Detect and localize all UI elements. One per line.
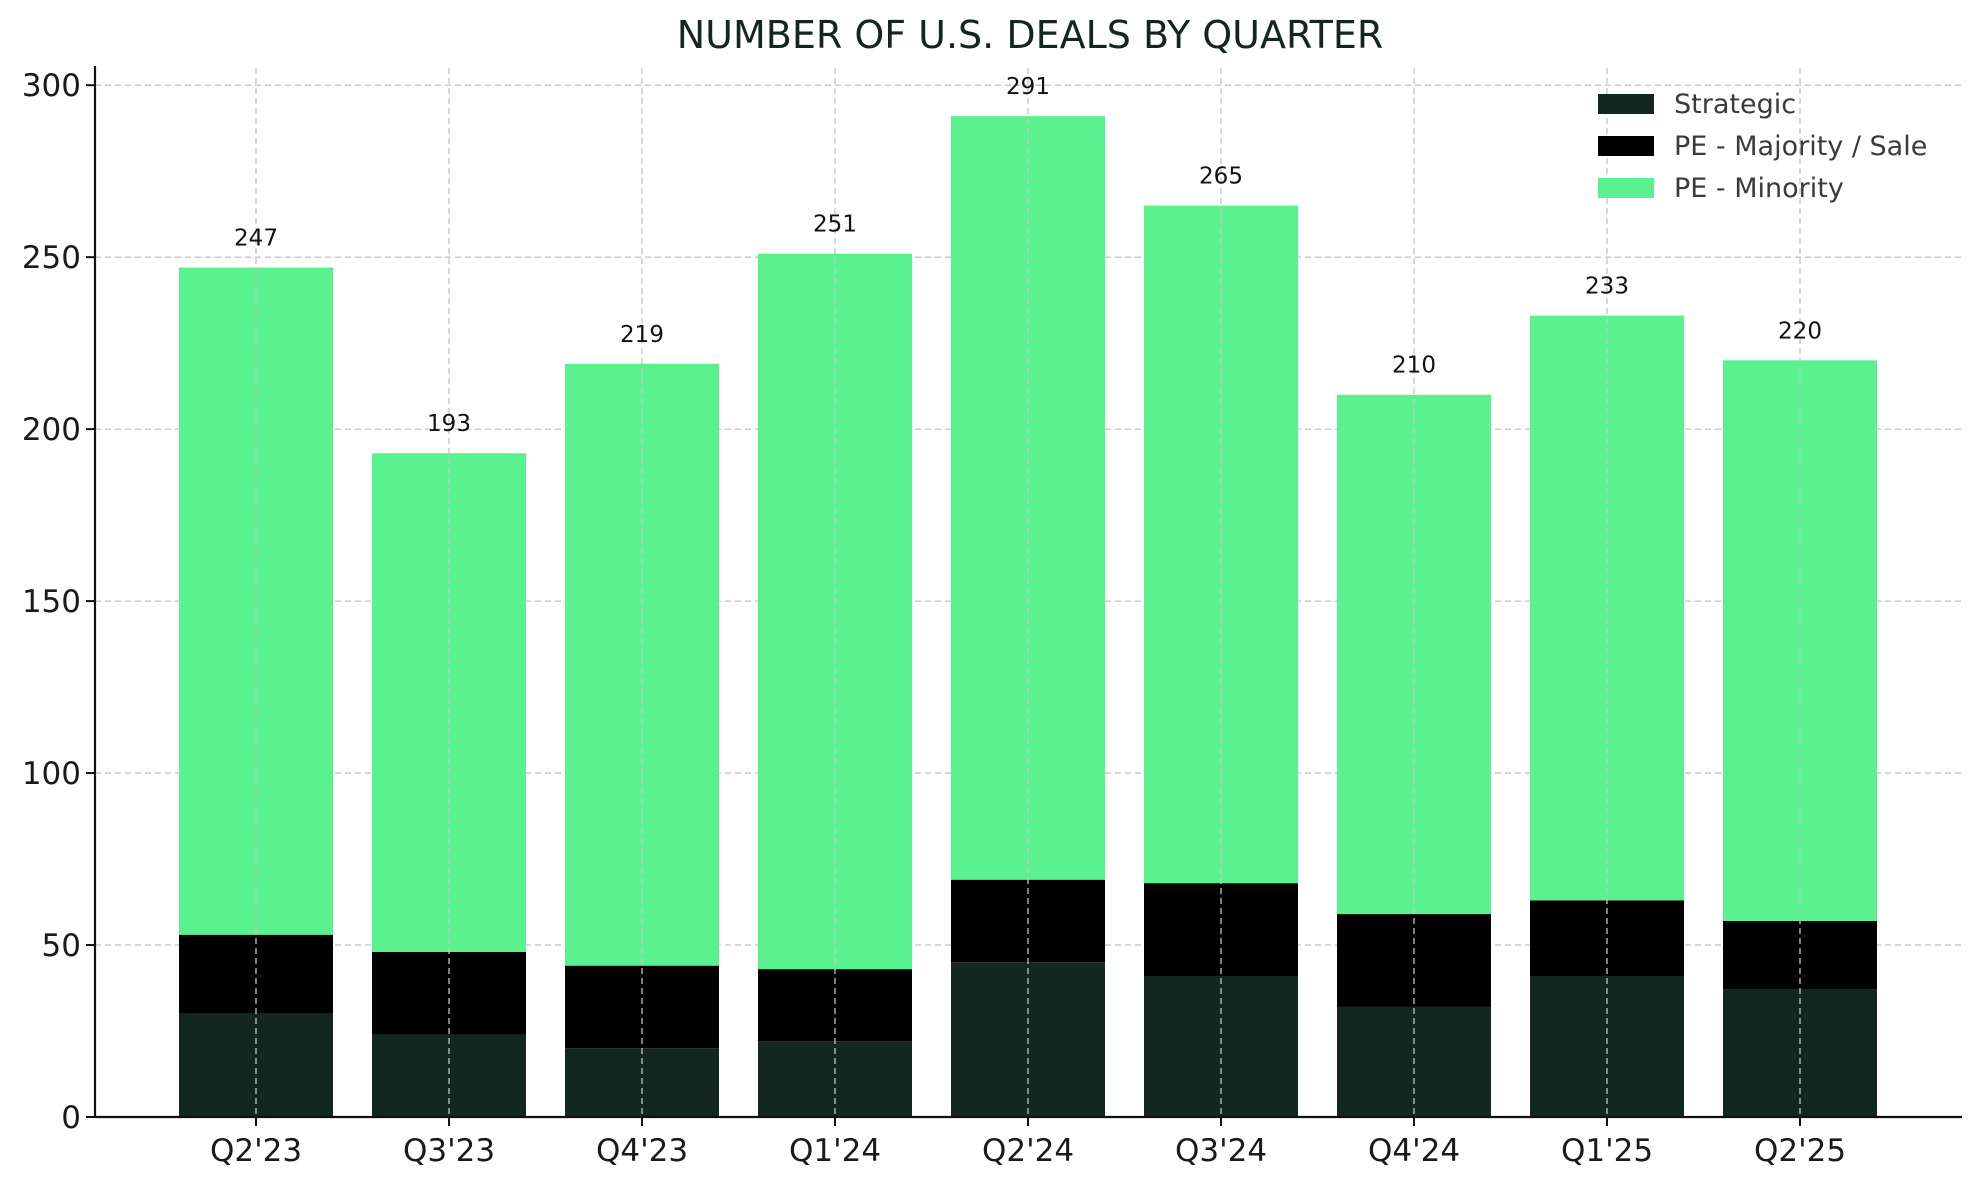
x-tick-label: Q1'24 (789, 1133, 881, 1169)
bar-total-label: 251 (813, 212, 857, 238)
bar-total-label: 233 (1585, 274, 1629, 300)
bar-segment-strategic (372, 1034, 526, 1117)
bar-total-label: 247 (234, 225, 278, 251)
legend-label: PE - Majority / Sale (1674, 131, 1927, 162)
x-tick-label: Q2'24 (982, 1133, 1074, 1169)
total-labels: 247 193 219 251 291 265 210 233 220 (234, 74, 1822, 437)
y-tick-label: 300 (22, 68, 81, 104)
x-tick-label: Q4'23 (596, 1133, 688, 1169)
legend-swatch (1598, 94, 1654, 114)
bar-segment-pe-minority (565, 363, 719, 966)
bar-segment-strategic (1530, 975, 1684, 1117)
bar-total-label: 210 (1392, 353, 1436, 379)
bar-total-label: 219 (620, 322, 664, 348)
y-tick-label: 0 (61, 1100, 81, 1136)
x-tick-label: Q4'24 (1368, 1133, 1460, 1169)
legend-swatch (1598, 178, 1654, 198)
y-tick-label: 50 (42, 928, 81, 964)
bar-total-label: 193 (427, 411, 471, 437)
legend-swatch (1598, 136, 1654, 156)
bar-total-label: 265 (1199, 164, 1243, 190)
bars (179, 116, 1877, 1117)
x-tick-label: Q1'25 (1561, 1133, 1653, 1169)
axes: 0 50 100 150 200 250 300 Q2'23 Q3'23 Q4'23 Q1'24 Q2… (22, 66, 1962, 1169)
legend-label: Strategic (1674, 89, 1796, 120)
legend-label: PE - Minority (1674, 173, 1844, 204)
x-tick-label: Q3'23 (403, 1133, 495, 1169)
bar-segment-strategic (1144, 975, 1298, 1117)
x-tick-label: Q3'24 (1175, 1133, 1267, 1169)
gridlines-front (255, 68, 1801, 1117)
chart-title: NUMBER OF U.S. DEALS BY QUARTER (677, 13, 1384, 57)
x-tick-label: Q2'23 (210, 1133, 302, 1169)
y-tick-label: 200 (22, 412, 81, 448)
y-tick-label: 150 (22, 584, 81, 620)
y-tick-label: 250 (22, 240, 81, 276)
y-tick-label: 100 (22, 756, 81, 792)
bar-total-label: 220 (1778, 318, 1822, 344)
bar-total-label: 291 (1006, 74, 1050, 100)
legend: Strategic PE - Majority / Sale PE - Minori… (1598, 89, 1927, 204)
x-tick-label: Q2'25 (1754, 1133, 1846, 1169)
